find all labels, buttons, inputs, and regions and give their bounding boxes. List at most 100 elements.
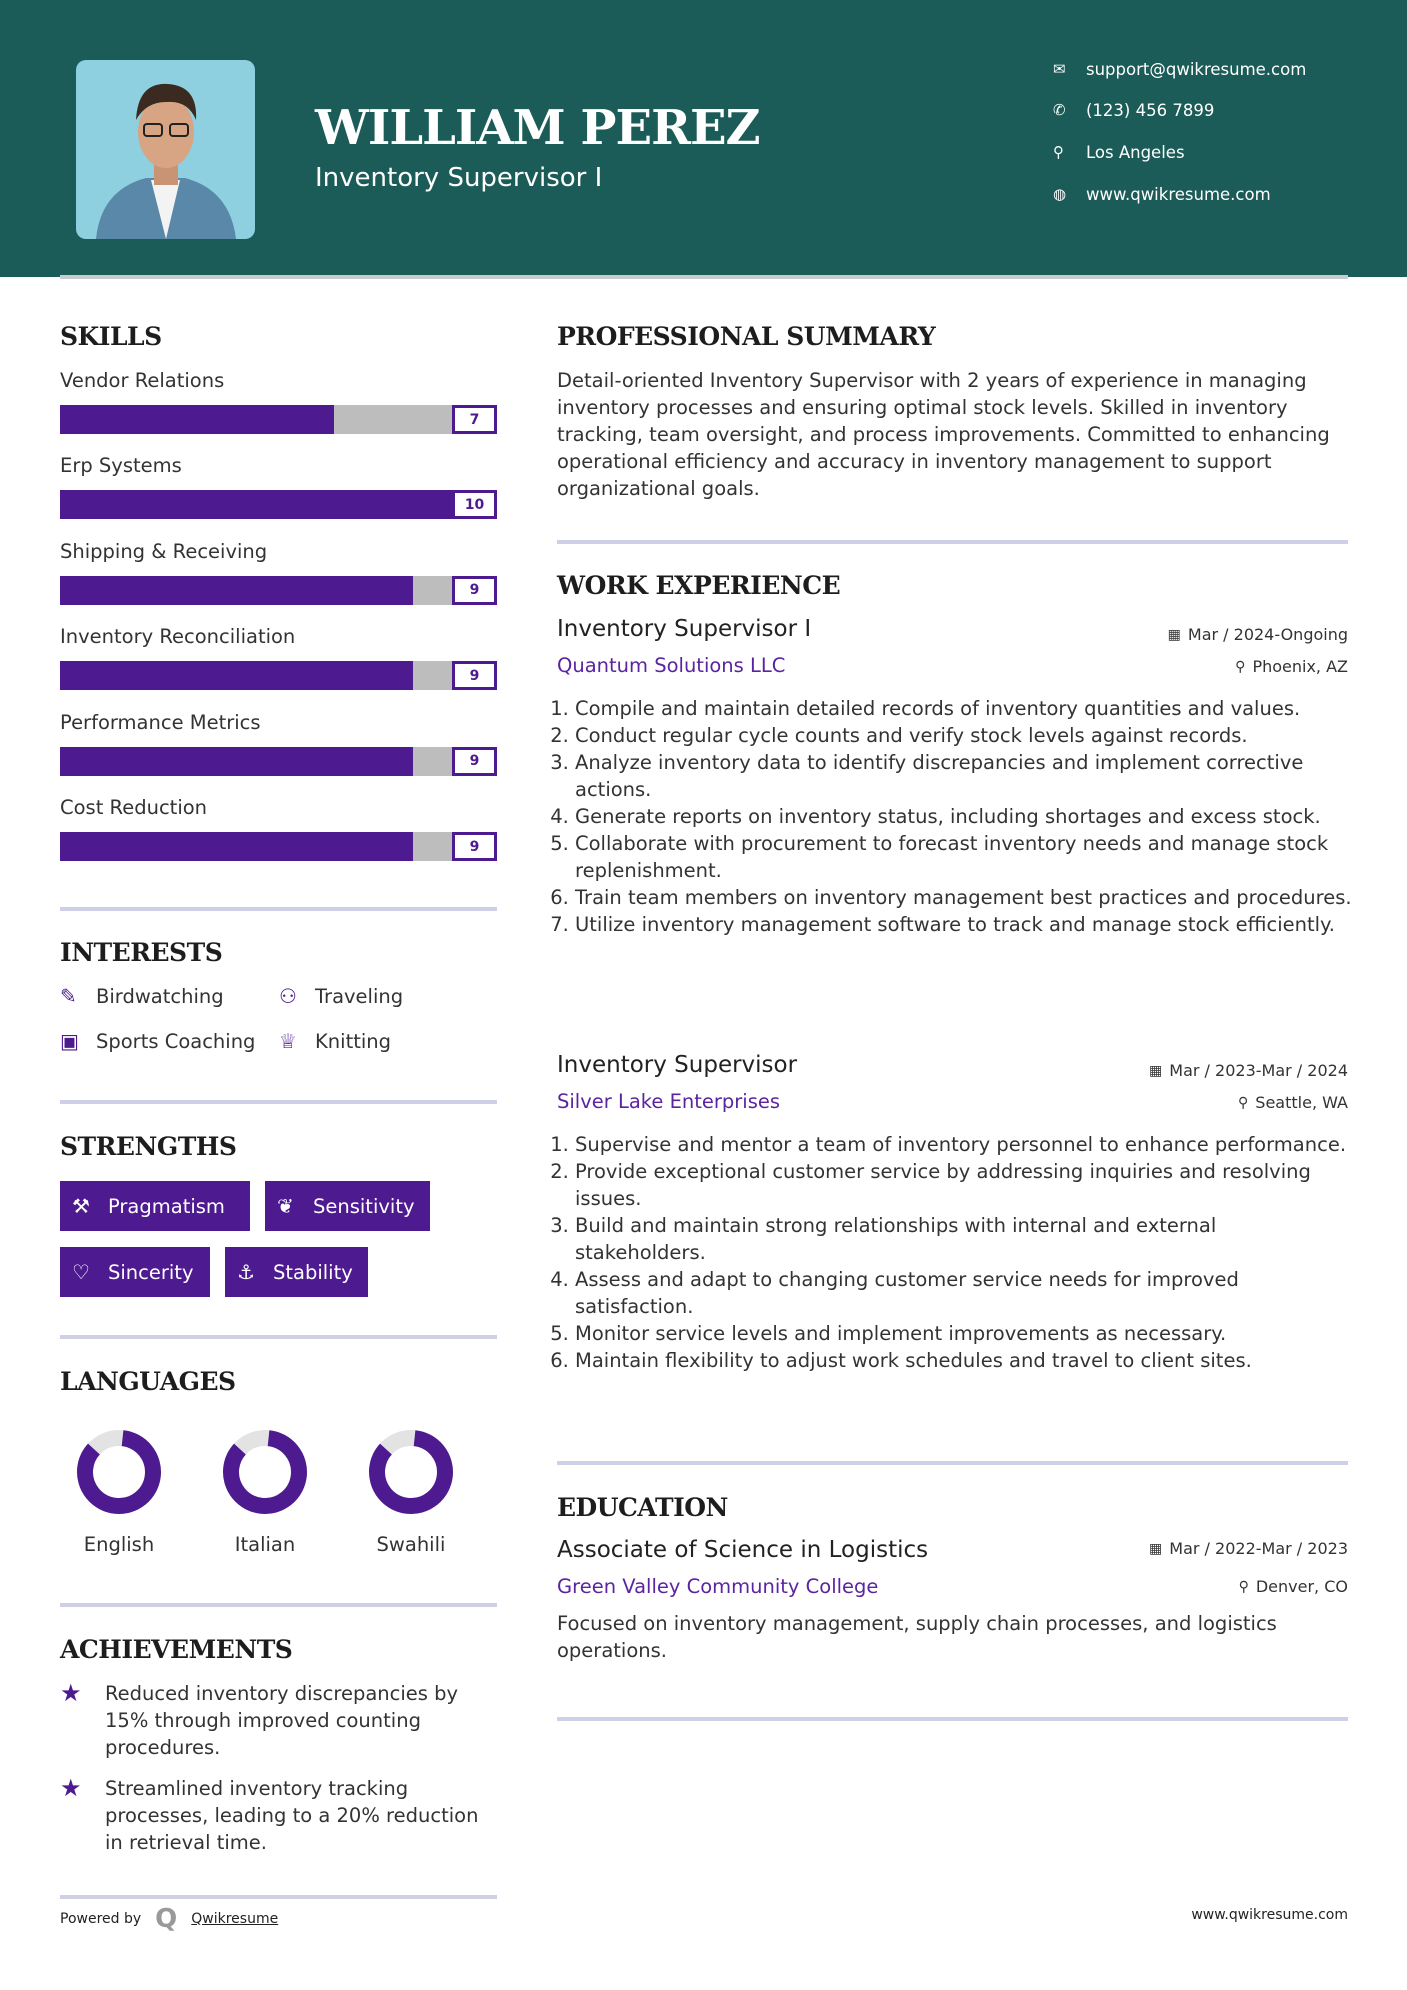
contact-text: support@qwikresume.com: [1086, 59, 1307, 79]
duty-item: Maintain flexibility to adjust work sche…: [575, 1347, 1353, 1374]
interest-item: ▣ Sports Coaching: [60, 1029, 255, 1053]
section-divider: [557, 1717, 1348, 1721]
star-icon: ★: [60, 1774, 82, 1802]
languages-heading: LANGUAGES: [60, 1367, 236, 1396]
footer-powered: Powered by Q Qwikresume: [60, 1904, 278, 1934]
job-duties: Supervise and mentor a team of inventory…: [557, 1131, 1353, 1374]
strength-tag: ⚓ Stability: [225, 1247, 368, 1297]
skill-value: 9: [452, 746, 497, 776]
section-divider: [60, 1335, 497, 1339]
duty-item: Collaborate with procurement to forecast…: [575, 830, 1353, 884]
interest-item: ♕ Knitting: [279, 1029, 391, 1053]
gavel-icon: ⚒: [72, 1194, 90, 1218]
star-icon: ★: [60, 1679, 82, 1707]
powered-by-text: Powered by: [60, 1911, 142, 1927]
experience-heading: WORK EXPERIENCE: [557, 571, 841, 600]
skill-bar: [60, 832, 452, 861]
brand-link[interactable]: Qwikresume: [191, 1911, 279, 1927]
skill-label: Erp Systems: [60, 454, 182, 478]
skill-bar-fill: [60, 832, 413, 861]
achievement-item: ★ Reduced inventory discrepancies by 15% …: [60, 1680, 500, 1761]
degree-title: Associate of Science in Logistics: [557, 1537, 929, 1563]
strength-label: Stability: [273, 1260, 353, 1284]
section-divider: [557, 1461, 1348, 1465]
section-divider: [60, 907, 497, 911]
contact-text: Los Angeles: [1086, 142, 1185, 162]
skill-value: 9: [452, 575, 497, 605]
school-name: Green Valley Community College: [557, 1575, 879, 1598]
skill-bar: [60, 575, 452, 605]
skill-bar: [60, 661, 452, 691]
duty-item: Build and maintain strong relationships …: [575, 1212, 1353, 1266]
skill-label: Cost Reduction: [60, 796, 208, 819]
skill-label: Inventory Reconciliation: [60, 625, 296, 649]
contact-text: (123) 456 7899: [1086, 100, 1215, 120]
duty-item: Provide exceptional customer service by …: [575, 1158, 1353, 1212]
globe-icon: ◍: [1053, 185, 1067, 203]
qwikresume-logo-icon: Q: [155, 1904, 178, 1934]
location-text: Seattle, WA: [1255, 1093, 1348, 1112]
education-dates: ▦ Mar / 2022-Mar / 2023: [1149, 1539, 1348, 1558]
briefcase-icon: ▣: [60, 1029, 79, 1053]
duty-item: Conduct regular cycle counts and verify …: [575, 722, 1353, 749]
achievement-item: ★ Streamlined inventory tracking processe…: [60, 1775, 500, 1856]
company-name: Silver Lake Enterprises: [557, 1090, 781, 1113]
skill-label: Performance Metrics: [60, 710, 261, 734]
strengths-heading: STRENGTHS: [60, 1132, 237, 1161]
candidate-title: Inventory Supervisor I: [315, 163, 603, 193]
pin-icon: ⚲: [1235, 658, 1246, 675]
job-title: Inventory Supervisor I: [557, 616, 812, 642]
company-name: Quantum Solutions LLC: [557, 654, 786, 677]
skill-value: 9: [452, 832, 497, 861]
trophy-icon: ♕: [279, 1029, 297, 1053]
pin-icon: ⚲: [1238, 1578, 1249, 1595]
skill-bar-fill: [60, 746, 413, 776]
contact-website[interactable]: ◍ www.qwikresume.com: [1053, 182, 1271, 206]
education-description: Focused on inventory management, supply …: [557, 1612, 1277, 1662]
strength-tag: ❦ Sensitivity: [265, 1181, 430, 1231]
interest-item: ✎ Birdwatching: [60, 984, 224, 1008]
profile-photo: [76, 60, 255, 239]
job-dates: ▦ Mar / 2023-Mar / 2024: [1149, 1061, 1348, 1080]
skill-value: 9: [452, 661, 497, 691]
summary-heading: PROFESSIONAL SUMMARY: [557, 322, 936, 351]
education-heading: EDUCATION: [557, 1493, 728, 1522]
skill-bar-fill: [60, 661, 413, 691]
strength-tag: ⚒ Pragmatism: [60, 1181, 250, 1231]
interests-heading: INTERESTS: [60, 938, 223, 967]
skill-bar: [60, 746, 452, 776]
footer-url[interactable]: www.qwikresume.com: [1191, 1907, 1348, 1923]
achievement-text: Reduced inventory discrepancies by 15% t…: [105, 1682, 459, 1759]
header-divider: [60, 275, 1348, 279]
envelope-icon: ✉: [1053, 60, 1066, 78]
calendar-icon: ▦: [1149, 1540, 1163, 1557]
calendar-icon: ▦: [1167, 626, 1181, 643]
interest-label: Knitting: [315, 1029, 392, 1053]
edit-icon: ✎: [60, 984, 77, 1008]
duty-item: Analyze inventory data to identify discr…: [575, 749, 1353, 803]
candidate-name: WILLIAM PEREZ: [315, 100, 761, 156]
contact-email[interactable]: ✉ support@qwikresume.com: [1053, 57, 1306, 81]
job-duties: Compile and maintain detailed records of…: [557, 695, 1353, 938]
skill-value: 7: [452, 405, 497, 434]
pin-icon: ⚲: [1238, 1094, 1249, 1111]
strength-label: Sensitivity: [313, 1194, 415, 1218]
achievements-heading: ACHIEVEMENTS: [60, 1635, 293, 1664]
map-pin-icon: ⚲: [1053, 143, 1064, 161]
skill-bar: [60, 405, 452, 434]
skill-bar-fill: [60, 490, 452, 520]
contact-phone: ✆ (123) 456 7899: [1053, 98, 1214, 122]
duty-item: Monitor service levels and implement imp…: [575, 1320, 1353, 1347]
job-dates: ▦ Mar / 2024-Ongoing: [1168, 625, 1348, 644]
language-donuts: [77, 1430, 453, 1514]
language-label: English: [83, 1533, 155, 1556]
calendar-icon: ▦: [1149, 1062, 1163, 1079]
language-label: Italian: [234, 1533, 296, 1556]
section-divider: [60, 1895, 497, 1899]
skill-value: 10: [452, 490, 497, 520]
section-divider: [557, 540, 1348, 544]
interest-label: Traveling: [315, 984, 404, 1008]
language-label: Swahili: [376, 1533, 446, 1556]
date-text: Mar / 2023-Mar / 2024: [1169, 1061, 1348, 1080]
interest-label: Birdwatching: [96, 984, 224, 1008]
